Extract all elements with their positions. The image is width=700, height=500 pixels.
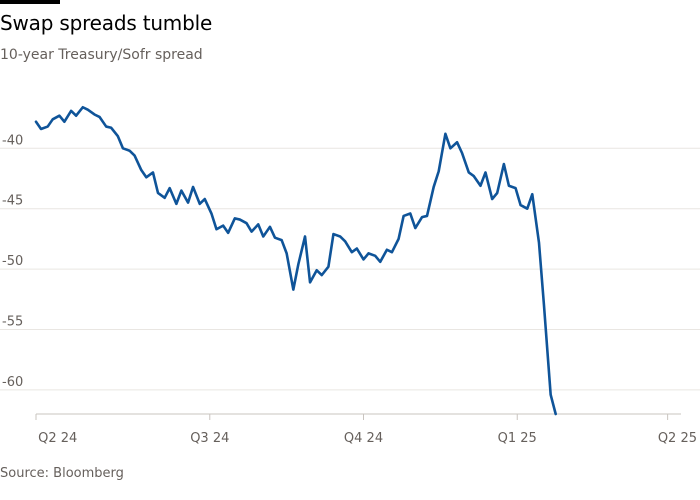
y-tick-label: -50	[2, 254, 23, 269]
series-layer	[34, 105, 557, 416]
y-tick-label: -60	[2, 375, 23, 390]
x-axis: Q2 24 Q3 24 Q4 24 Q1 25 Q2 25	[35, 413, 697, 446]
x-tick-label: Q2 25	[658, 431, 697, 446]
grid-layer: -40 -45 -50 -55 -60	[0, 133, 700, 391]
x-tick-label: Q4 24	[344, 431, 383, 446]
source-note: Source: Bloomberg	[0, 466, 124, 481]
x-tick-label: Q1 25	[498, 431, 537, 446]
y-tick-label: -40	[2, 133, 23, 148]
chart-title: Swap spreads tumble	[0, 11, 213, 35]
chart-subtitle: 10-year Treasury/Sofr spread	[0, 47, 203, 63]
x-tick-label: Q3 24	[190, 431, 229, 446]
x-tick-label: Q2 24	[38, 431, 77, 446]
brand-bar	[0, 0, 60, 4]
series-line	[34, 105, 557, 416]
y-tick-label: -45	[2, 194, 23, 209]
y-tick-label: -55	[2, 314, 23, 329]
